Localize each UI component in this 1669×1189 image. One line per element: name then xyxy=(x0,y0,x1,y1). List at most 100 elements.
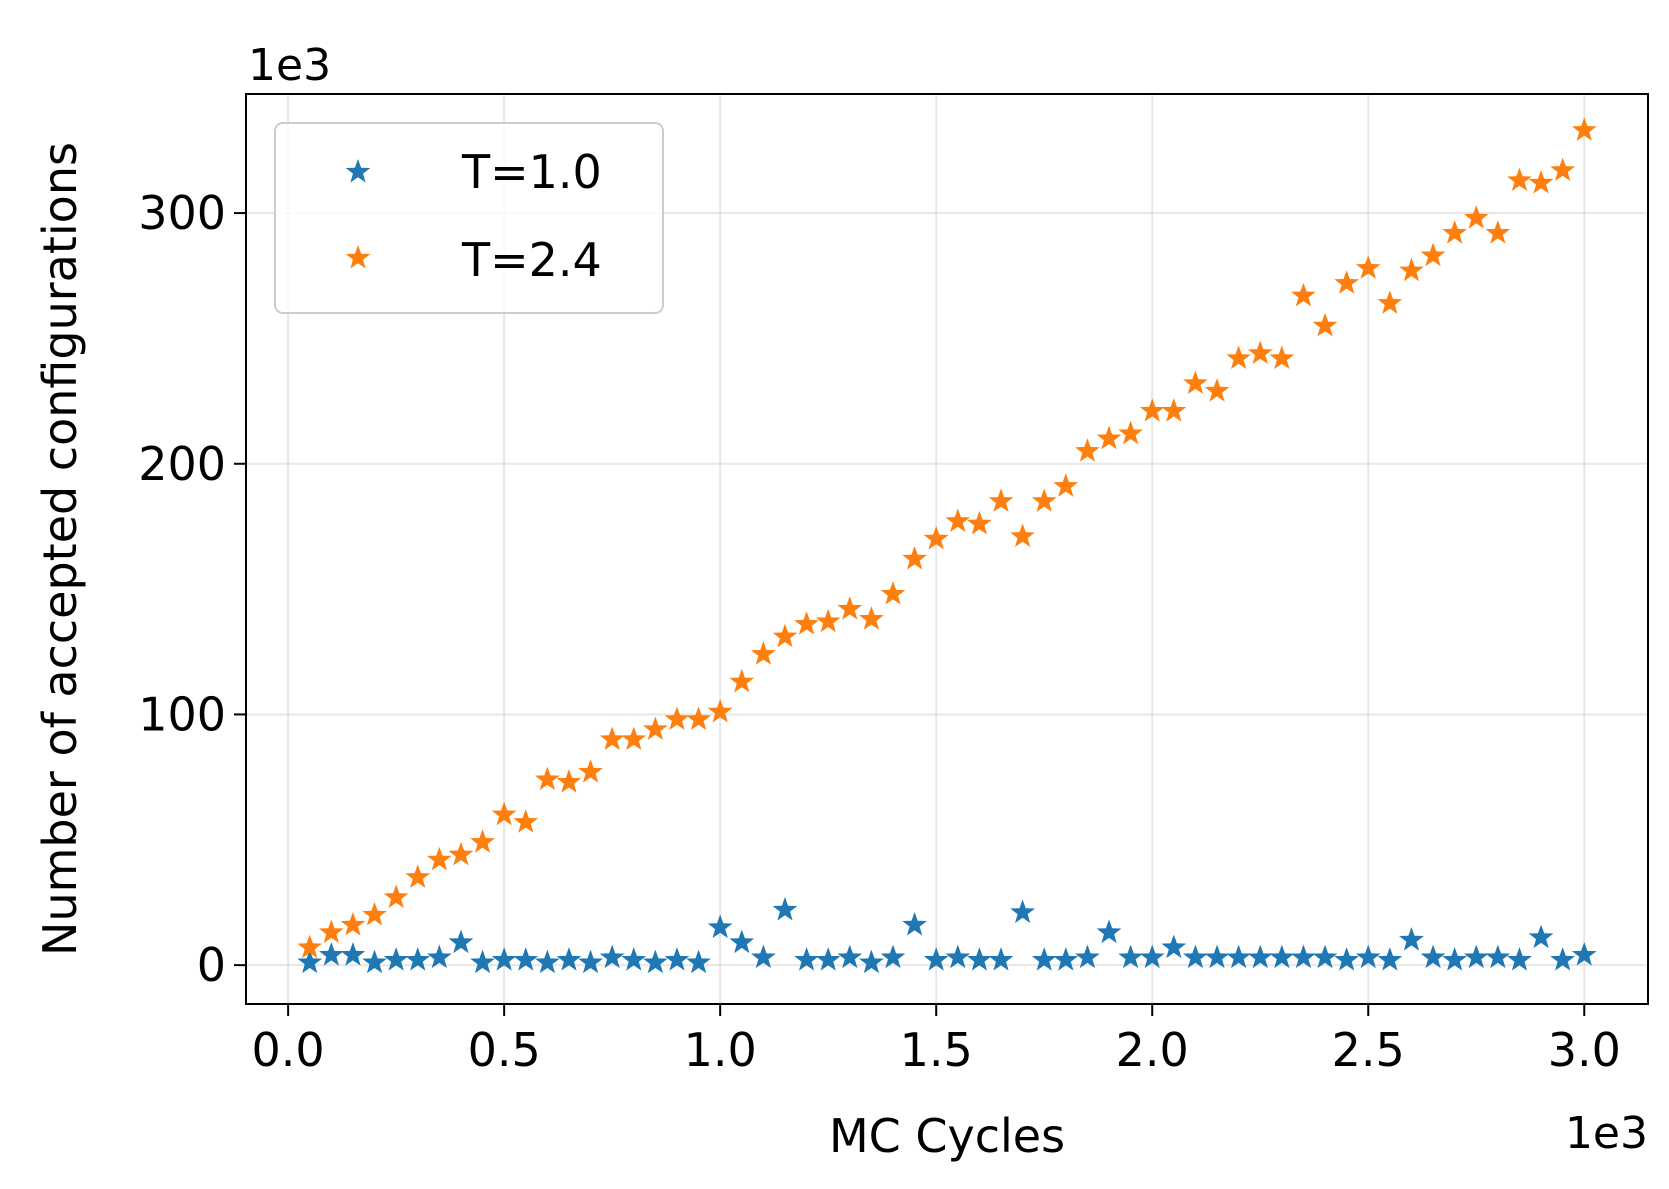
data-point xyxy=(1442,220,1468,244)
data-point xyxy=(1571,117,1597,141)
data-point xyxy=(1247,944,1273,969)
data-point xyxy=(448,841,474,866)
data-point xyxy=(815,947,841,971)
data-point xyxy=(1420,944,1446,969)
data-point xyxy=(1183,944,1208,969)
data-point xyxy=(1053,473,1079,497)
data-point xyxy=(837,944,863,969)
y-axis-offset-text: 1e3 xyxy=(248,40,331,91)
data-point xyxy=(772,896,798,921)
data-point xyxy=(578,949,603,974)
data-point xyxy=(880,944,906,969)
data-point xyxy=(1075,944,1100,969)
data-point xyxy=(1226,345,1251,369)
data-point xyxy=(729,668,755,693)
data-point xyxy=(1247,340,1273,364)
data-point xyxy=(405,864,431,888)
data-point xyxy=(1334,270,1360,294)
data-point xyxy=(448,929,474,954)
data-point xyxy=(1528,924,1554,949)
data-point xyxy=(1399,927,1424,951)
data-point xyxy=(1139,944,1165,969)
data-point xyxy=(967,947,992,971)
x-axis-label: MC Cycles xyxy=(829,1109,1065,1163)
data-point xyxy=(1485,944,1511,969)
data-point xyxy=(1269,944,1295,969)
data-point xyxy=(967,510,992,535)
data-point xyxy=(945,944,971,969)
data-point xyxy=(1031,488,1057,512)
data-point xyxy=(383,947,409,971)
data-point xyxy=(1377,290,1403,314)
axes-frame xyxy=(245,93,1649,1005)
data-point xyxy=(1442,947,1468,971)
data-point xyxy=(578,759,603,783)
data-point xyxy=(426,944,452,969)
data-point xyxy=(491,947,517,971)
data-point xyxy=(707,914,733,939)
data-point xyxy=(383,884,409,908)
data-point xyxy=(1571,942,1597,966)
data-point xyxy=(1204,944,1230,969)
data-point xyxy=(837,596,863,620)
data-point xyxy=(902,912,927,936)
legend-star-icon xyxy=(345,159,371,183)
data-point xyxy=(686,949,711,974)
data-point xyxy=(880,581,906,605)
legend-marker-t1 xyxy=(345,159,371,183)
data-point xyxy=(923,947,949,971)
data-point xyxy=(405,947,431,971)
data-point xyxy=(340,942,366,966)
data-point xyxy=(686,706,711,730)
data-point xyxy=(643,949,668,974)
x-tick-label: 2.0 xyxy=(1116,1023,1189,1077)
data-point xyxy=(1096,919,1122,944)
data-point xyxy=(1334,947,1360,971)
legend: T=1.0 T=2.4 xyxy=(274,122,664,314)
data-point xyxy=(1053,947,1079,971)
data-point xyxy=(751,641,776,665)
data-point xyxy=(340,912,366,936)
data-point xyxy=(1550,157,1576,181)
data-point xyxy=(1226,944,1251,969)
data-point xyxy=(1420,242,1446,267)
data-point xyxy=(513,809,539,833)
data-point xyxy=(297,949,323,974)
data-point xyxy=(1355,255,1381,279)
data-point xyxy=(1161,398,1187,422)
data-point xyxy=(1463,944,1489,969)
x-tick-label: 3.0 xyxy=(1548,1023,1621,1077)
data-point xyxy=(988,947,1014,971)
data-point xyxy=(1312,944,1338,969)
data-point xyxy=(491,801,517,826)
data-point xyxy=(556,769,582,793)
data-point xyxy=(794,947,819,971)
data-point xyxy=(1139,398,1165,422)
data-point xyxy=(664,947,690,971)
tick-layer: 0.0 0.5 1.0 1.5 2.0 2.5 3.0 0 100 200 300 xyxy=(138,186,1621,1077)
data-point xyxy=(815,608,841,633)
data-point xyxy=(1010,899,1035,924)
data-point xyxy=(362,902,387,926)
y-tick-label: 300 xyxy=(138,186,226,240)
data-point xyxy=(945,508,971,532)
data-point xyxy=(534,949,560,974)
data-point xyxy=(1031,947,1057,971)
data-point xyxy=(470,829,495,853)
data-point xyxy=(1463,205,1489,229)
legend-label-t1: T=1.0 xyxy=(461,145,602,199)
data-point xyxy=(923,525,949,550)
x-tick-label: 2.5 xyxy=(1332,1023,1405,1077)
data-point xyxy=(1528,169,1554,194)
x-tick-label: 1.5 xyxy=(900,1023,973,1077)
data-point xyxy=(707,698,733,723)
data-point xyxy=(859,949,884,974)
data-point xyxy=(988,488,1014,512)
data-point xyxy=(1355,944,1381,969)
data-point xyxy=(1312,312,1338,337)
data-point xyxy=(643,716,668,741)
data-point xyxy=(318,942,344,966)
data-point xyxy=(1118,420,1143,445)
data-point xyxy=(318,919,344,944)
